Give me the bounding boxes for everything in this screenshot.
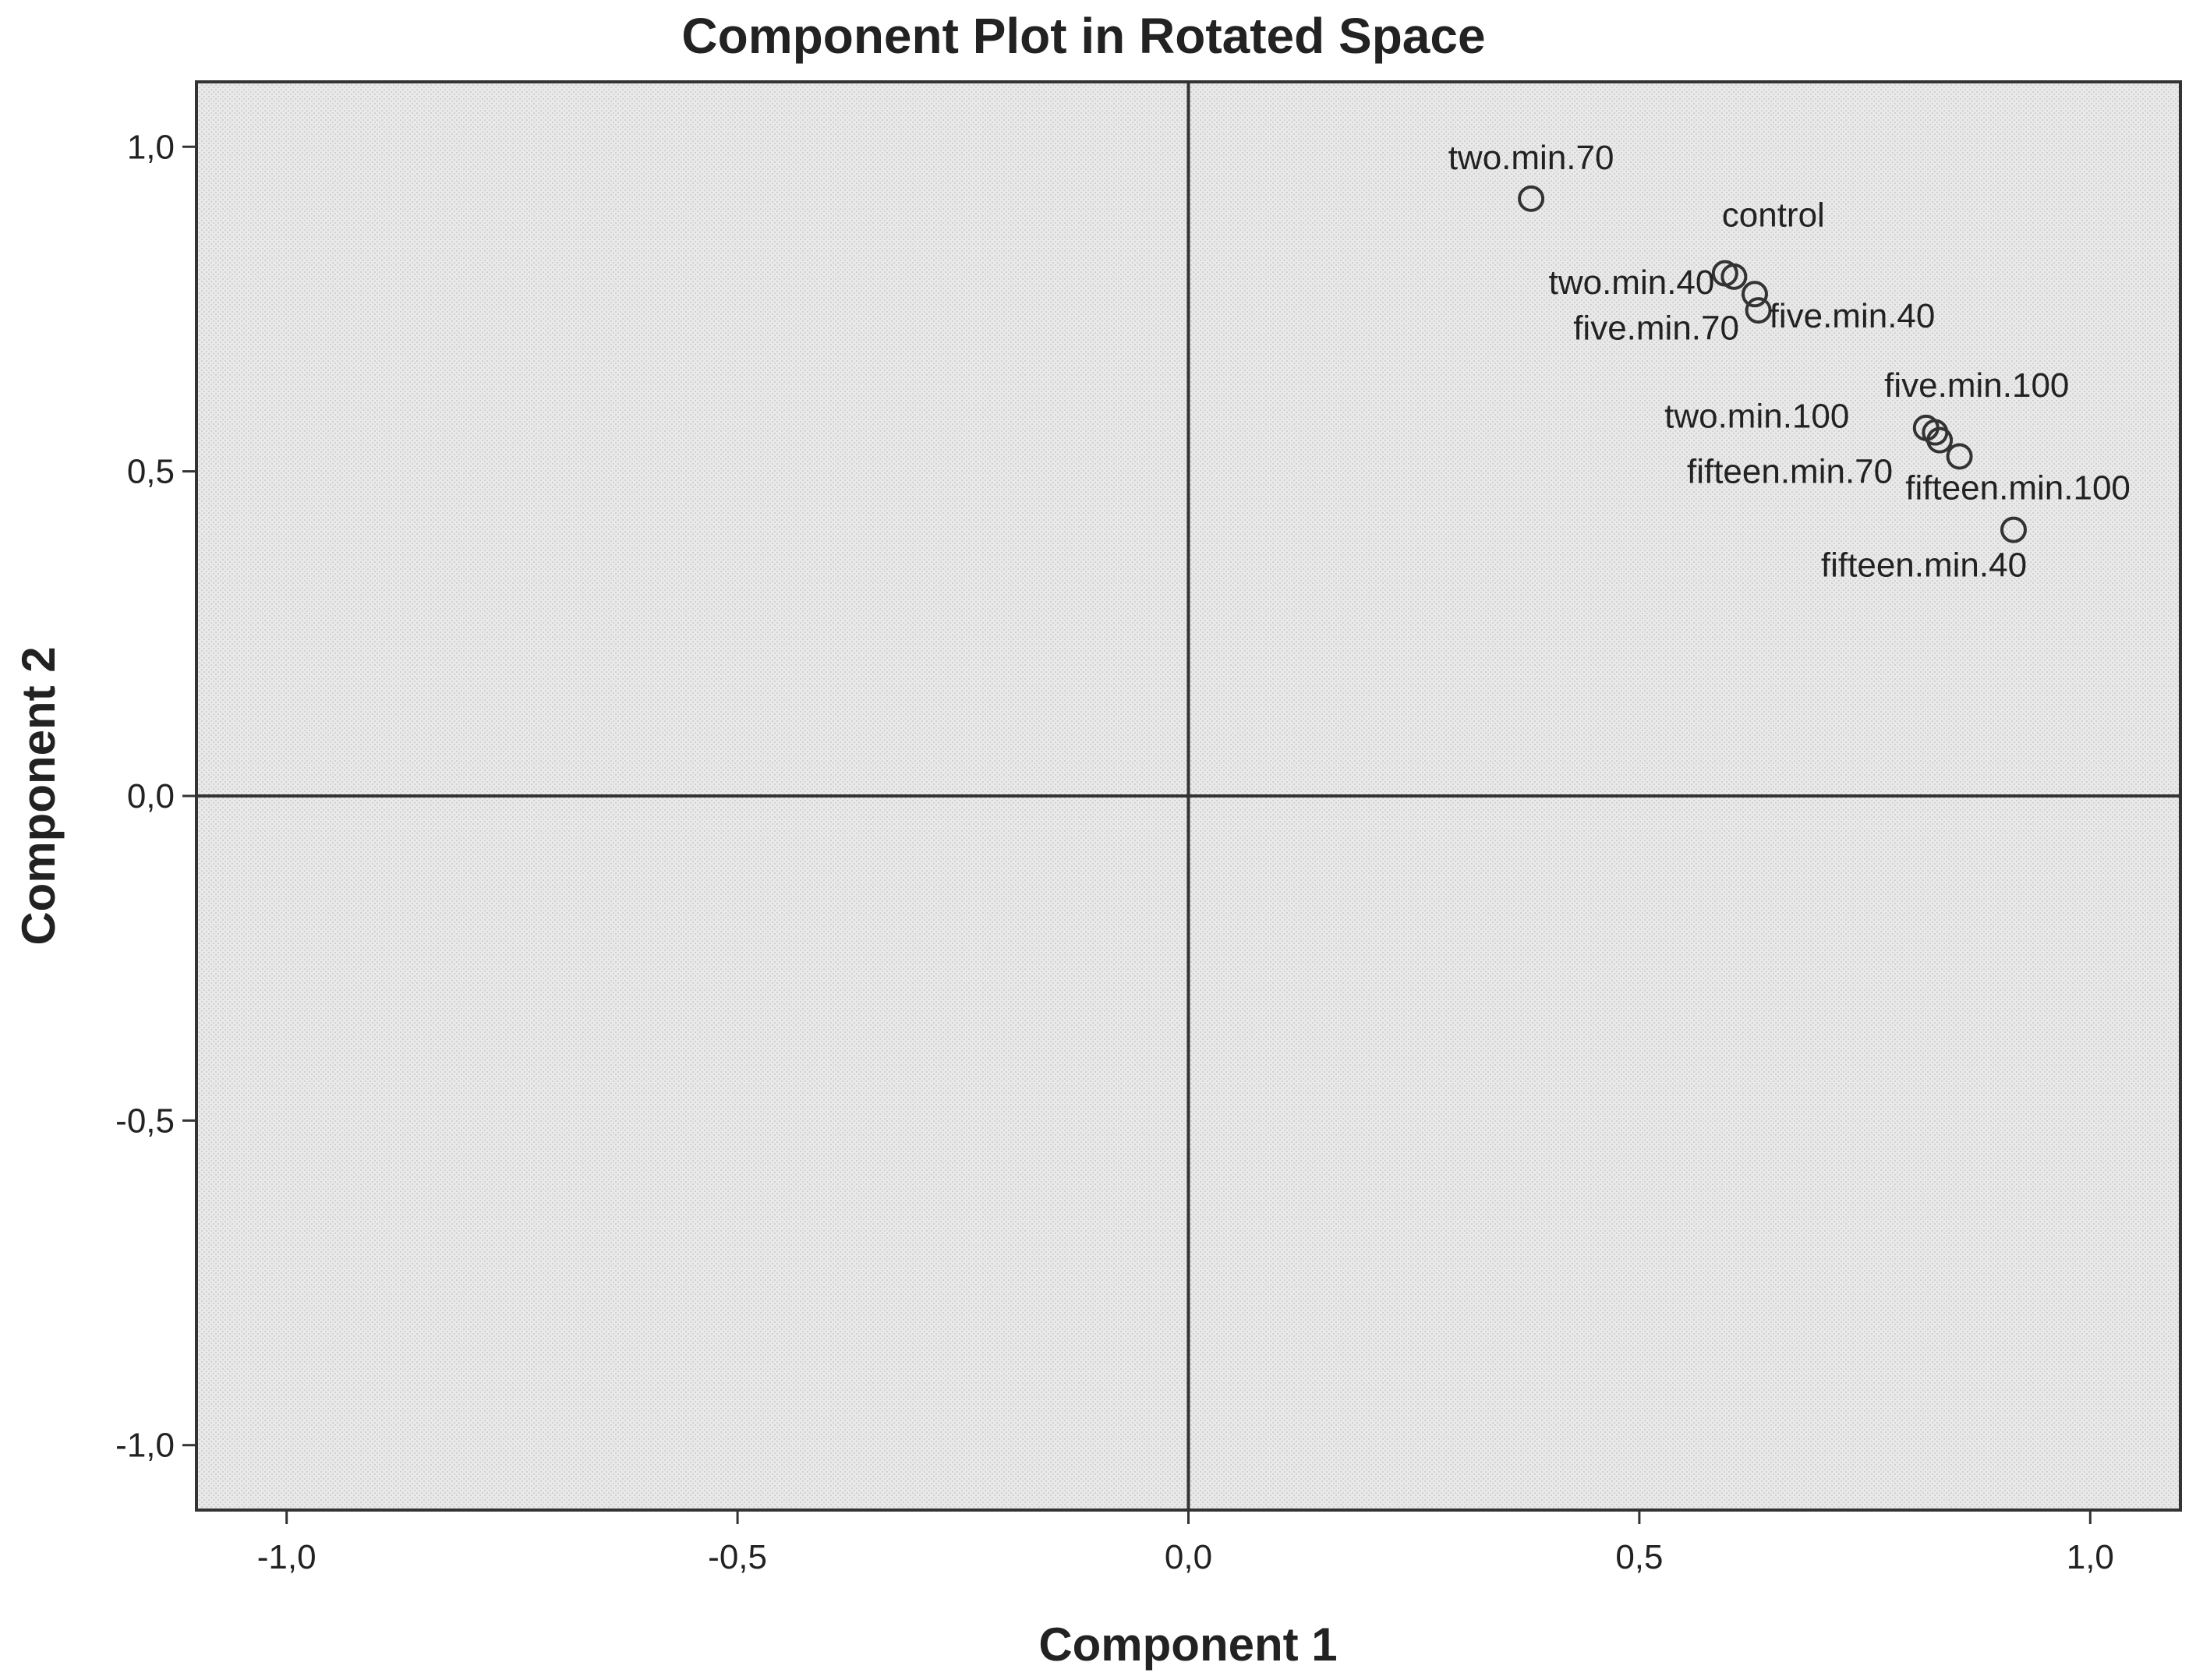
y-axis-label: Component 2 <box>12 646 65 945</box>
data-point-marker <box>2000 516 2027 543</box>
data-point-label: two.min.100 <box>1664 398 1849 436</box>
data-point-label: five.min.70 <box>1573 309 1739 347</box>
chart-title: Component Plot in Rotated Space <box>681 8 1485 64</box>
y-tick-label: 0,0 <box>127 777 175 815</box>
y-tick-label: 0,5 <box>127 453 175 491</box>
x-tick-label: -1,0 <box>257 1538 316 1576</box>
x-axis-label: Component 1 <box>1038 1618 1337 1671</box>
data-point-marker <box>1720 263 1748 290</box>
y-tick-label: 1,0 <box>127 128 175 166</box>
data-point-marker <box>1745 297 1772 324</box>
data-point-marker <box>1518 185 1545 212</box>
y-axis-ticks: 1,0 0,5 0,0 -0,5 -1,0 <box>115 128 196 1465</box>
x-tick-label: -0,5 <box>708 1538 767 1576</box>
data-point-label: five.min.40 <box>1770 297 1936 335</box>
x-tick-label: 0,5 <box>1615 1538 1663 1576</box>
x-axis-ticks: -1,0 -0,5 0,0 0,5 1,0 <box>257 1510 2114 1576</box>
y-tick-label: -1,0 <box>115 1427 175 1465</box>
data-point-label: two.min.40 <box>1549 263 1715 302</box>
data-point-label: control <box>1722 196 1825 235</box>
data-point-label: two.min.70 <box>1448 139 1614 177</box>
data-point-label: five.min.100 <box>1884 366 2069 405</box>
data-point-marker <box>1926 426 1954 454</box>
data-point-marker <box>1741 281 1768 308</box>
x-tick-label: 0,0 <box>1165 1538 1212 1576</box>
data-point-label: fifteen.min.70 <box>1687 453 1893 491</box>
x-tick-label: 1,0 <box>2067 1538 2114 1576</box>
data-point-marker <box>1946 443 1973 470</box>
data-point-label: fifteen.min.100 <box>1905 469 2131 507</box>
y-tick-label: -0,5 <box>115 1102 175 1140</box>
data-point-label: fifteen.min.40 <box>1821 546 2027 585</box>
